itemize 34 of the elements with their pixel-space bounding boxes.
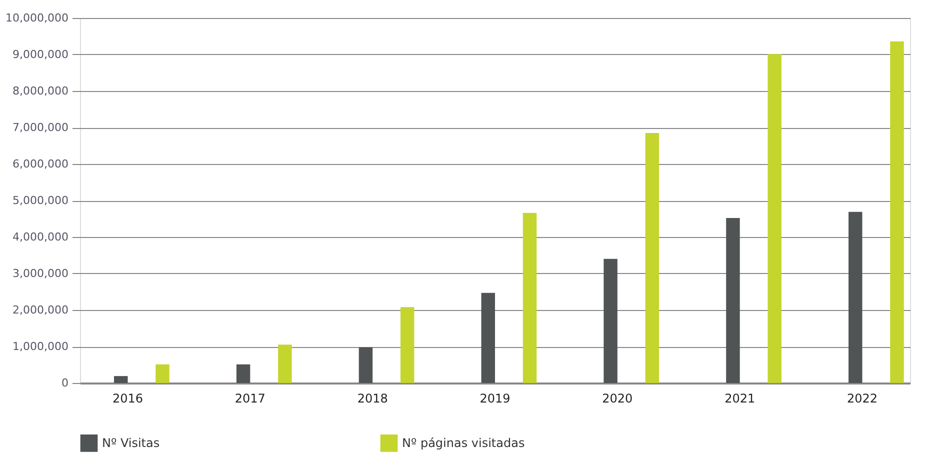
x-tick-label: 2022: [846, 392, 878, 406]
y-tick-label: 1,000,000: [12, 340, 68, 353]
bar: [481, 292, 495, 383]
bar: [768, 54, 782, 383]
bar: [278, 344, 292, 383]
x-tick-label: 2020: [602, 392, 633, 406]
x-tick-label: 2021: [724, 392, 756, 406]
bar: [890, 41, 904, 383]
bar: [645, 132, 660, 383]
y-tick-label: 6,000,000: [12, 158, 68, 170]
bar: [522, 212, 537, 383]
y-tick-label: 3,000,000: [12, 267, 68, 280]
bar: [848, 212, 862, 383]
y-tick-label: 8,000,000: [12, 84, 68, 98]
bar: [114, 376, 128, 383]
bar: [236, 364, 250, 383]
x-tick-label: 2018: [357, 392, 388, 406]
x-tick-label: 2019: [480, 392, 510, 406]
bar: [400, 307, 414, 383]
x-tick-label: 2016: [112, 392, 144, 406]
legend-label: Nº Visitas: [102, 436, 160, 450]
y-tick-label: 9,000,000: [12, 48, 68, 61]
bar: [726, 218, 740, 383]
bar: [358, 347, 373, 383]
y-tick-label: 7,000,000: [12, 121, 68, 134]
legend-label: Nº páginas visitadas: [402, 436, 525, 450]
y-tick-label: 10,000,000: [6, 12, 68, 24]
bar: [604, 258, 618, 383]
x-tick-label: 2017: [234, 392, 266, 406]
bar: [156, 364, 170, 383]
y-tick-label: 5,000,000: [12, 194, 68, 207]
y-tick-label: 0: [62, 376, 68, 390]
y-tick-label: 4,000,000: [12, 230, 68, 244]
y-tick-label: 2,000,000: [12, 304, 68, 316]
